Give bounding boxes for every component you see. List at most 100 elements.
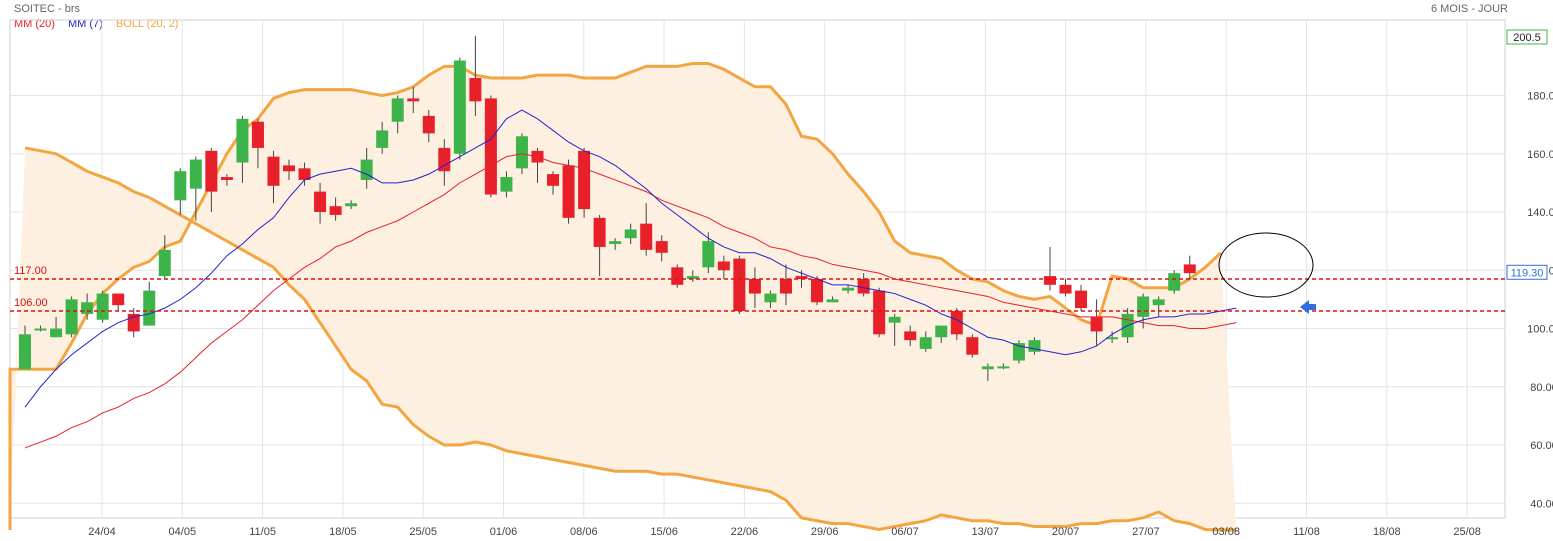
candle — [826, 296, 839, 303]
candle — [950, 308, 963, 341]
high-mark-box — [1506, 29, 1548, 45]
candle — [873, 287, 886, 338]
candle — [578, 147, 591, 218]
x-tick-label: 06/07 — [891, 526, 919, 538]
candle-body — [733, 258, 746, 312]
candle-body — [919, 337, 932, 349]
candle-body — [329, 206, 342, 215]
candle — [438, 139, 451, 186]
candle-body — [112, 293, 125, 306]
candle — [34, 325, 47, 332]
candle-body — [360, 159, 373, 180]
candle-body — [655, 241, 668, 253]
candle — [251, 118, 264, 169]
bollinger-band — [8, 61, 1237, 532]
candle — [360, 147, 373, 189]
candle — [143, 281, 156, 326]
candle-body — [189, 159, 202, 189]
candle — [422, 110, 435, 143]
candle-body — [391, 98, 404, 122]
band-upper — [8, 61, 1222, 530]
candle-body — [236, 118, 249, 163]
axes: 40.0060.0080.00100.00120.00140.00160.001… — [88, 91, 1553, 539]
candle-body — [158, 249, 171, 277]
candle-body — [640, 223, 653, 250]
candle — [298, 162, 311, 186]
candle-body — [826, 299, 839, 303]
candle-body — [500, 177, 513, 192]
candle — [329, 197, 342, 221]
candle-body — [283, 165, 296, 172]
candle — [391, 95, 404, 134]
candle — [764, 290, 777, 309]
x-tick-label: 03/08 — [1212, 526, 1240, 538]
candle-body — [795, 276, 808, 279]
candle-body — [1137, 296, 1150, 317]
candle — [127, 308, 140, 338]
candle-body — [345, 203, 358, 207]
candle-body — [1028, 340, 1041, 352]
x-tick-label: 22/06 — [731, 526, 759, 538]
candle — [702, 232, 715, 274]
candle-body — [888, 316, 901, 323]
candles[interactable] — [19, 35, 1196, 381]
price-levels: 117.00 106.00 — [10, 265, 1505, 312]
y-tick-label: 160.00 — [1527, 149, 1553, 161]
candle — [1043, 246, 1056, 291]
candle — [779, 264, 792, 306]
level-label: 106.00 — [14, 297, 48, 309]
candle-body — [842, 287, 855, 291]
candle — [717, 255, 730, 279]
x-tick-label: 01/06 — [490, 526, 518, 538]
x-tick-label: 27/07 — [1132, 526, 1160, 538]
candle — [655, 235, 668, 262]
candle — [997, 363, 1010, 370]
candle-body — [19, 334, 31, 370]
candle-body — [453, 60, 466, 154]
candle-body — [251, 121, 264, 148]
candle-body — [1183, 264, 1196, 274]
candle — [640, 203, 653, 256]
x-tick-label: 29/06 — [811, 526, 839, 538]
candle — [283, 159, 296, 180]
candle-body — [50, 328, 63, 338]
x-tick-label: 24/04 — [88, 526, 116, 538]
candle-body — [422, 115, 435, 134]
candle — [811, 276, 824, 306]
candle — [609, 238, 622, 250]
indicator-legend: MM (20) MM (7) BOLL (20, 2) — [14, 18, 188, 30]
candle-body — [717, 261, 730, 271]
candle-body — [686, 276, 699, 279]
ma20-line — [24, 153, 1237, 449]
y-tick-label: 140.00 — [1527, 207, 1553, 219]
moving-averages — [24, 109, 1237, 449]
candle-body — [1075, 290, 1088, 309]
y-tick-label: 100.00 — [1527, 324, 1553, 336]
candle-body — [950, 311, 963, 335]
candle — [189, 156, 202, 221]
candle — [236, 115, 249, 183]
last-price-label: 119.30 — [1511, 267, 1544, 279]
x-tick-label: 25/08 — [1453, 526, 1481, 538]
candle-body — [174, 171, 187, 201]
candle — [733, 255, 746, 314]
candle — [624, 223, 637, 245]
x-tick-label: 11/05 — [249, 526, 276, 538]
candle — [50, 316, 63, 338]
legend-boll: BOLL (20, 2) — [115, 18, 179, 30]
candle — [748, 267, 761, 309]
candle-body — [624, 229, 637, 239]
x-tick-label: 18/05 — [329, 526, 357, 538]
candle-body — [438, 147, 451, 172]
candle — [345, 200, 358, 210]
candle — [1106, 331, 1119, 344]
candle-body — [484, 98, 497, 195]
candle — [65, 296, 78, 338]
candle — [158, 235, 171, 279]
candle — [547, 171, 560, 195]
candle-body — [220, 177, 233, 180]
candle-body — [267, 156, 280, 186]
period-label[interactable]: 6 MOIS - JOUR — [1430, 3, 1508, 15]
candle — [205, 147, 218, 212]
